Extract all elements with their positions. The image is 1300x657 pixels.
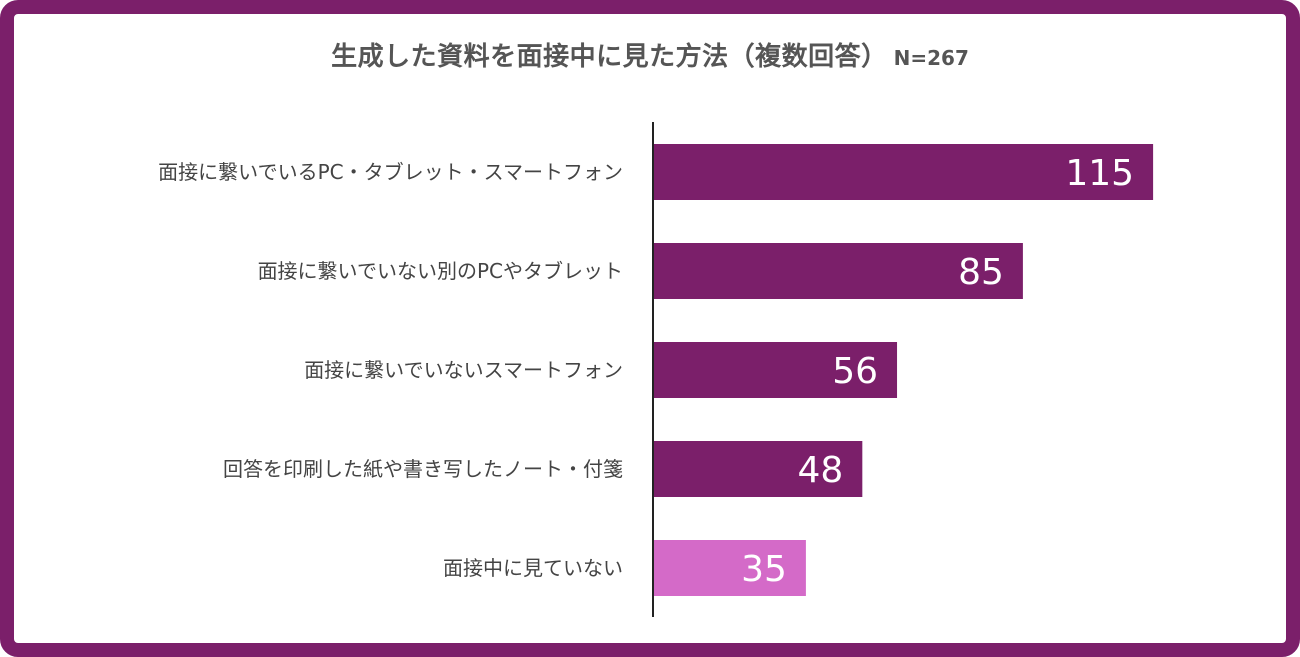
data-label: 85 bbox=[958, 252, 1004, 293]
chart-subtitle: N=267 bbox=[893, 46, 969, 70]
title-row: 生成した資料を面接中に見た方法（複数回答） N=267 bbox=[0, 36, 1300, 73]
chart-title: 生成した資料を面接中に見た方法（複数回答） bbox=[331, 42, 888, 72]
data-label: 48 bbox=[798, 450, 844, 491]
bar bbox=[654, 441, 863, 497]
data-label: 56 bbox=[832, 351, 878, 392]
bar bbox=[654, 342, 898, 398]
bar bbox=[654, 243, 1023, 299]
bar bbox=[654, 540, 806, 596]
category-label: 回答を印刷した紙や書き写したノート・付箋 bbox=[223, 457, 623, 481]
category-label: 面接中に見ていない bbox=[443, 556, 623, 580]
category-label: 面接に繋いでいるPC・タブレット・スマートフォン bbox=[158, 160, 623, 184]
category-label: 面接に繋いでいないスマートフォン bbox=[304, 358, 623, 382]
bar bbox=[654, 144, 1154, 200]
data-label: 115 bbox=[1065, 153, 1134, 194]
data-label: 35 bbox=[741, 549, 787, 590]
category-label: 面接に繋いでいない別のPCやタブレット bbox=[258, 259, 623, 283]
